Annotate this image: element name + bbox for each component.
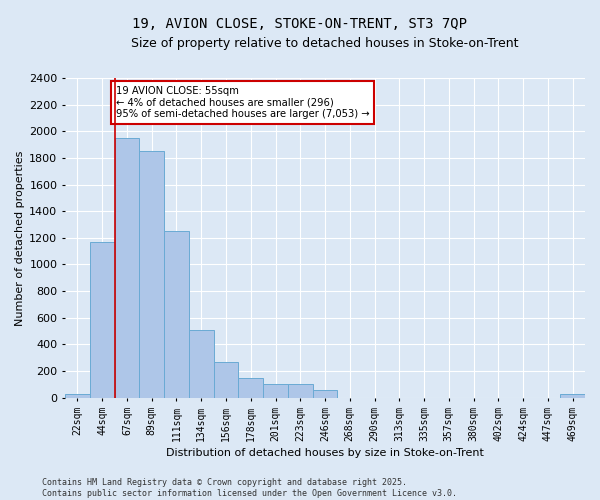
Y-axis label: Number of detached properties: Number of detached properties bbox=[15, 150, 25, 326]
Bar bbox=[65, 394, 90, 398]
Bar bbox=[139, 150, 164, 398]
X-axis label: Distribution of detached houses by size in Stoke-on-Trent: Distribution of detached houses by size … bbox=[166, 448, 484, 458]
Bar bbox=[164, 231, 189, 398]
Bar bbox=[189, 330, 214, 398]
Bar bbox=[115, 138, 139, 398]
Text: Contains HM Land Registry data © Crown copyright and database right 2025.
Contai: Contains HM Land Registry data © Crown c… bbox=[42, 478, 457, 498]
Bar bbox=[238, 378, 263, 398]
Bar bbox=[560, 394, 585, 398]
Bar bbox=[263, 384, 288, 398]
Bar bbox=[313, 390, 337, 398]
Text: 19, AVION CLOSE, STOKE-ON-TRENT, ST3 7QP: 19, AVION CLOSE, STOKE-ON-TRENT, ST3 7QP bbox=[133, 18, 467, 32]
Text: 19 AVION CLOSE: 55sqm
← 4% of detached houses are smaller (296)
95% of semi-deta: 19 AVION CLOSE: 55sqm ← 4% of detached h… bbox=[116, 86, 370, 119]
Title: Size of property relative to detached houses in Stoke-on-Trent: Size of property relative to detached ho… bbox=[131, 38, 519, 51]
Bar bbox=[288, 384, 313, 398]
Bar bbox=[90, 242, 115, 398]
Bar bbox=[214, 362, 238, 398]
